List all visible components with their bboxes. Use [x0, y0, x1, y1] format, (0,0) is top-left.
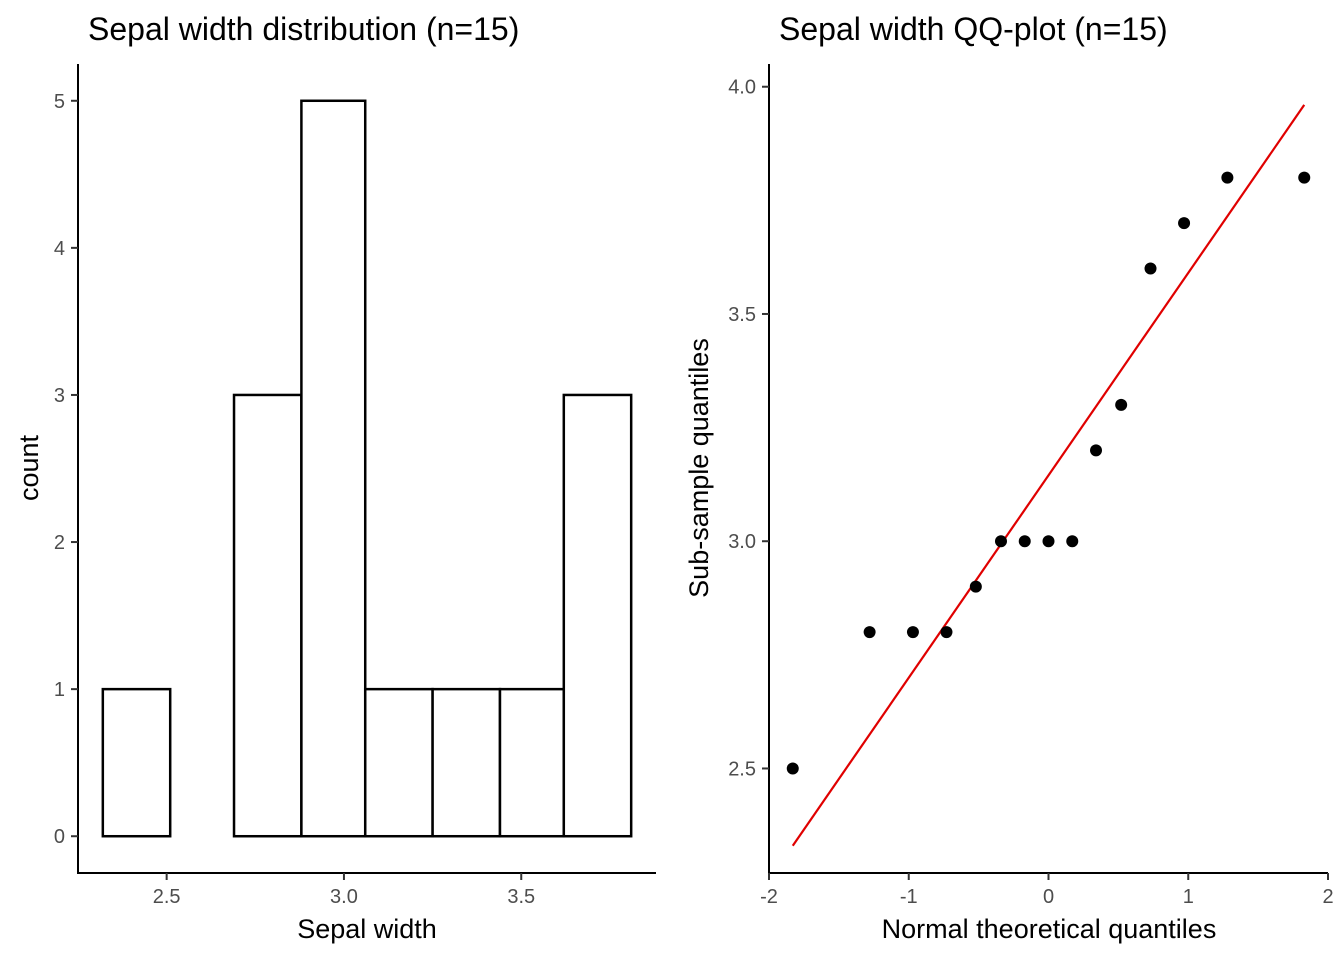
qq-y-tick-label: 2.5 — [728, 758, 756, 780]
qq-point — [1042, 535, 1055, 548]
histogram-x-ticks: 2.5 3.0 3.5 — [153, 873, 535, 908]
qq-point — [1298, 171, 1311, 184]
histogram-y-tick-label: 5 — [54, 91, 65, 113]
histogram-x-tick-label: 3.0 — [330, 886, 358, 908]
qq-y-tick-label: 4.0 — [728, 77, 756, 99]
qq-point — [1144, 262, 1157, 275]
qq-point — [1178, 217, 1191, 230]
histogram-x-tick-label: 2.5 — [153, 886, 181, 908]
qq-points — [786, 171, 1311, 775]
histogram-y-tick-label: 0 — [54, 826, 65, 848]
histogram-y-tick-label: 2 — [54, 532, 65, 554]
qq-point — [786, 762, 799, 775]
qq-point — [1018, 535, 1031, 548]
qq-x-tick-label: 2 — [1322, 886, 1333, 908]
qq-point — [1221, 171, 1234, 184]
qq-point — [940, 626, 953, 639]
qq-y-axis-title: Sub-sample quantiles — [684, 338, 714, 598]
qq-x-tick-label: -1 — [900, 886, 918, 908]
qq-point — [863, 626, 876, 639]
qq-x-tick-label: 1 — [1183, 886, 1194, 908]
histogram-bars — [101, 99, 633, 838]
qq-point — [1115, 398, 1128, 411]
qq-reference-line — [791, 104, 1306, 847]
qq-plot-panel: Sepal width QQ-plot (n=15) -2 -1 0 1 2 2.5 3.… — [684, 11, 1334, 944]
qq-y-tick-label: 3.0 — [728, 531, 756, 553]
qq-point — [969, 580, 982, 593]
qq-x-ticks: -2 -1 0 1 2 — [760, 873, 1334, 908]
histogram-bar — [562, 393, 633, 838]
histogram-y-ticks: 0 1 2 3 4 5 — [54, 91, 78, 848]
histogram-y-tick-label: 3 — [54, 385, 65, 407]
qq-plot-title: Sepal width QQ-plot (n=15) — [779, 11, 1168, 47]
histogram-y-tick-label: 4 — [54, 238, 65, 260]
qq-point — [1090, 444, 1103, 457]
qq-y-ticks: 2.5 3.0 3.5 4.0 — [728, 77, 769, 780]
histogram-bar — [431, 687, 502, 838]
histogram-x-tick-label: 3.5 — [507, 886, 535, 908]
histogram-bar — [363, 687, 434, 838]
histogram-bar — [300, 99, 367, 838]
qq-point — [906, 626, 919, 639]
qq-x-tick-label: 0 — [1043, 886, 1054, 908]
qq-x-axis-title: Normal theoretical quantiles — [882, 914, 1217, 944]
histogram-panel: Sepal width distribution (n=15) 2.5 3.0 3.… — [14, 11, 656, 944]
histogram-bar — [232, 393, 303, 838]
histogram-y-tick-label: 1 — [54, 679, 65, 701]
histogram-bar — [101, 687, 172, 838]
histogram-title: Sepal width distribution (n=15) — [88, 11, 519, 47]
qq-point — [1066, 535, 1079, 548]
histogram-y-axis-title: count — [14, 434, 44, 501]
histogram-bar — [498, 687, 566, 838]
histogram-x-axis-title: Sepal width — [297, 914, 437, 944]
qq-y-tick-label: 3.5 — [728, 304, 756, 326]
qq-reference-line-group — [791, 104, 1306, 847]
qq-point — [994, 535, 1007, 548]
qq-x-tick-label: -2 — [760, 886, 778, 908]
